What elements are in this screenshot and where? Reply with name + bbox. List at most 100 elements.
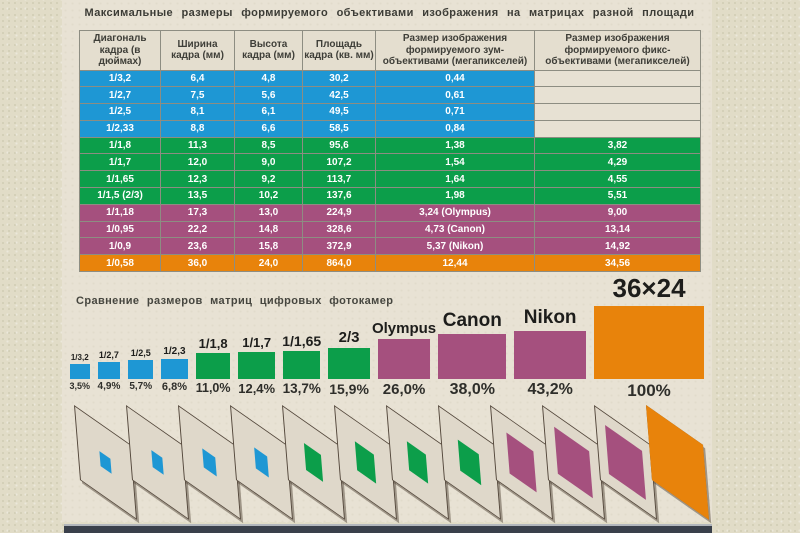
bar-label: 36×24 xyxy=(612,272,686,303)
table-cell: 1/3,2 xyxy=(79,69,161,88)
bar: 1/2,5 5,7% xyxy=(128,348,154,392)
table-cell xyxy=(534,86,701,105)
bar-label: 2/3 xyxy=(338,328,360,346)
table-cell: 1,98 xyxy=(375,187,535,205)
bar-chart: 1/3,2 3,5% 1/2,7 4,9% 1/2,5 5,7% 1/2,3 6,8% 1/1,… xyxy=(69,273,704,400)
bar-label: 1/1,8 xyxy=(198,336,228,352)
bottom-divider-bar xyxy=(64,524,712,533)
bar-percent: 100% xyxy=(627,381,671,400)
bar-label: Olympus xyxy=(371,320,437,338)
sensor-size-table: Диагональ кадра (в дюймах) Ширина кадра (… xyxy=(79,30,701,273)
bar: 1/3,2 3,5% xyxy=(69,353,90,391)
sensor-card-inner xyxy=(554,427,593,498)
bar-percent: 38,0% xyxy=(449,381,495,398)
bar-label: 1/2,5 xyxy=(130,348,151,359)
table-cell: 372,9 xyxy=(302,237,376,256)
table-cell: 14,8 xyxy=(234,220,303,239)
table-cell: 864,0 xyxy=(302,254,376,273)
table-row: 1/0,9 23,6 15,8 372,9 5,37 (Nikon) 14,92 xyxy=(79,237,701,256)
bar-label: 1/1,7 xyxy=(242,334,272,350)
table-cell: 23,6 xyxy=(160,237,235,256)
table-cell: 107,2 xyxy=(302,153,376,172)
bar: Nikon 43,2% xyxy=(514,307,587,398)
bar: 1/2,7 4,9% xyxy=(97,350,121,392)
table-cell: 36,0 xyxy=(160,254,235,273)
table-cell: 49,5 xyxy=(302,103,376,121)
table-header-cell: Ширина кадра (мм) xyxy=(160,30,235,71)
table-row: 1/0,58 36,0 24,0 864,0 12,44 34,56 xyxy=(79,254,701,273)
page-title: Максимальные размеры формируемого объект… xyxy=(84,7,695,19)
bar-percent: 5,7% xyxy=(129,381,153,392)
table-cell: 5,37 (Nikon) xyxy=(375,237,535,256)
bar: 36×24 100% xyxy=(594,273,704,400)
bar-label: Nikon xyxy=(523,306,577,328)
bar-percent: 4,9% xyxy=(97,381,121,392)
bar-label: 1/2,3 xyxy=(163,345,186,357)
table-cell: 14,92 xyxy=(534,237,701,256)
sensor-card-inner xyxy=(604,424,647,501)
table-cell: 1/0,58 xyxy=(79,254,161,273)
table-cell: 5,6 xyxy=(234,86,303,105)
bar-percent: 15,9% xyxy=(329,381,369,397)
table-cell: 22,2 xyxy=(160,220,235,239)
bar: 1/1,8 11,0% xyxy=(196,336,231,395)
sensor-card-inner xyxy=(253,447,270,478)
sensor-cards xyxy=(62,0,712,522)
chart-caption: Сравнение размеров матриц цифровых фоток… xyxy=(76,295,394,307)
sensor-card-inner xyxy=(406,441,429,484)
table-cell: 17,3 xyxy=(160,203,235,222)
table-header-cell: Размер изображения формируемого фикс-объ… xyxy=(534,30,701,71)
table-cell xyxy=(534,103,701,121)
bar: 1/2,3 6,8% xyxy=(161,346,188,393)
bar: 2/3 15,9% xyxy=(328,329,370,397)
table-cell: 4,8 xyxy=(234,69,303,88)
table-cell: 6,6 xyxy=(234,119,303,138)
table-cell: 12,0 xyxy=(160,153,235,172)
table-cell: 5,51 xyxy=(534,187,701,205)
table-header-cell: Диагональ кадра (в дюймах) xyxy=(79,30,161,71)
bar: Canon 38,0% xyxy=(438,310,507,398)
table-cell: 30,2 xyxy=(302,69,376,88)
table-cell: 95,6 xyxy=(302,136,376,155)
sensor-card-inner xyxy=(303,442,324,483)
table-cell: 1,38 xyxy=(375,136,535,155)
bar-percent: 6,8% xyxy=(161,381,188,393)
table-cell: 4,55 xyxy=(534,170,701,189)
table-cell: 12,3 xyxy=(160,170,235,189)
bar-percent: 11,0% xyxy=(195,381,231,395)
table-cell xyxy=(534,69,701,88)
table-cell: 137,6 xyxy=(302,187,376,205)
bar: 1/1,7 12,4% xyxy=(238,335,275,396)
table-row: 1/1,5 (2/3) 13,5 10,2 137,6 1,98 5,51 xyxy=(79,187,701,205)
table-cell: 1/2,5 xyxy=(79,103,161,121)
bar-label: 1/1,65 xyxy=(282,332,322,349)
bar-percent: 13,7% xyxy=(282,381,321,396)
bar: 1/1,65 13,7% xyxy=(282,333,321,396)
sensor-card-inner xyxy=(354,441,377,484)
table-row: 1/0,95 22,2 14,8 328,6 4,73 (Canon) 13,14 xyxy=(79,220,701,239)
bar-label: Canon xyxy=(442,309,502,331)
table-row: 1/1,8 11,3 8,5 95,6 1,38 3,82 xyxy=(79,136,701,155)
sensor-card-inner xyxy=(506,432,537,493)
table-header-cell: Площадь кадра (кв. мм) xyxy=(302,30,376,71)
sensor-card-inner xyxy=(99,451,112,474)
bar-label: 1/3,2 xyxy=(70,353,89,363)
table-cell: 8,1 xyxy=(160,103,235,121)
sensor-card-inner xyxy=(150,449,165,476)
bar: Olympus 26,0% xyxy=(372,320,436,398)
sensor-card-inner xyxy=(457,439,482,486)
table-cell: 24,0 xyxy=(234,254,303,273)
table-cell: 34,56 xyxy=(534,254,701,273)
table-cell: 13,14 xyxy=(534,220,701,239)
bar-label: 1/2,7 xyxy=(98,349,119,360)
table-cell: 0,84 xyxy=(375,119,535,138)
bar-percent: 26,0% xyxy=(382,381,426,398)
table-cell: 328,6 xyxy=(302,220,376,239)
table-cell: 9,2 xyxy=(234,170,303,189)
table-cell: 1/1,65 xyxy=(79,170,161,189)
table-cell: 3,82 xyxy=(534,136,701,155)
table-cell: 1/0,95 xyxy=(79,220,161,239)
page-content: Максимальные размеры формируемого объект… xyxy=(62,0,712,522)
table-cell: 1/1,5 (2/3) xyxy=(79,187,161,205)
table-header-row: Диагональ кадра (в дюймах) Ширина кадра (… xyxy=(79,30,701,71)
